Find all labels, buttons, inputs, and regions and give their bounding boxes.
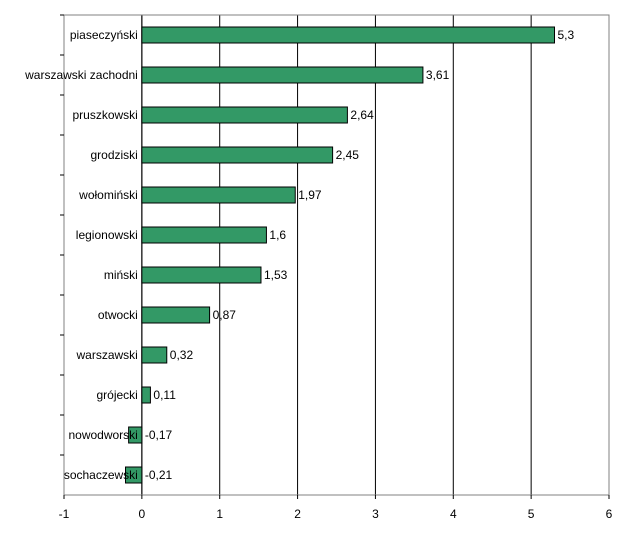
x-tick-label: 2 xyxy=(294,507,301,521)
data-label: -0,17 xyxy=(145,428,173,442)
x-tick-label: 5 xyxy=(528,507,535,521)
x-tick-label: 1 xyxy=(216,507,223,521)
category-label: otwocki xyxy=(98,308,138,322)
x-tick-label: 4 xyxy=(450,507,457,521)
data-label: 5,3 xyxy=(558,28,575,42)
data-label: 1,53 xyxy=(264,268,288,282)
category-label: warszawski zachodni xyxy=(24,68,138,82)
data-label: 0,11 xyxy=(153,388,176,402)
bar xyxy=(141,26,555,44)
x-tick-label: 3 xyxy=(372,507,379,521)
gridlines xyxy=(141,15,532,495)
category-label: legionowski xyxy=(76,228,138,242)
bar xyxy=(141,306,211,324)
data-label: 2,64 xyxy=(350,108,374,122)
category-label: pruszkowski xyxy=(72,108,137,122)
bar xyxy=(141,146,334,164)
category-labels: piaseczyński warszawski zachodni pruszkows… xyxy=(24,14,138,482)
x-tick-label: 6 xyxy=(606,507,613,521)
category-label: sochaczewski xyxy=(64,468,138,482)
bar xyxy=(141,66,424,84)
category-label: miński xyxy=(104,268,138,282)
bar xyxy=(125,466,143,484)
bar xyxy=(141,346,168,364)
bar xyxy=(141,386,151,404)
category-label: piaseczyński xyxy=(70,28,138,42)
data-labels: 5,3 3,61 2,64 2,45 1,97 1,6 1,53 0,87 0,32 0,11 -0… xyxy=(145,28,575,482)
x-tick-label: 0 xyxy=(139,507,146,521)
category-label: grójecki xyxy=(96,388,137,402)
bar xyxy=(141,186,296,204)
bar xyxy=(141,266,262,284)
x-tick-label: -1 xyxy=(59,507,70,521)
bar xyxy=(141,226,267,244)
data-label: 0,87 xyxy=(213,308,237,322)
data-label: 1,97 xyxy=(298,188,322,202)
bar xyxy=(141,106,348,124)
category-label: wołomiński xyxy=(78,188,138,202)
data-label: 1,6 xyxy=(269,228,286,242)
plot-area-frame xyxy=(63,14,610,496)
bars xyxy=(125,26,555,484)
data-label: 0,32 xyxy=(170,348,194,362)
data-label: 3,61 xyxy=(426,68,450,82)
category-label: nowodworski xyxy=(68,428,137,442)
category-label: grodziski xyxy=(90,148,137,162)
x-tick-labels: -1 0 1 2 3 4 5 6 xyxy=(59,495,613,521)
bar xyxy=(128,426,143,444)
category-label: warszawski xyxy=(76,348,138,362)
data-label: -0,21 xyxy=(145,468,173,482)
data-label: 2,45 xyxy=(336,148,360,162)
